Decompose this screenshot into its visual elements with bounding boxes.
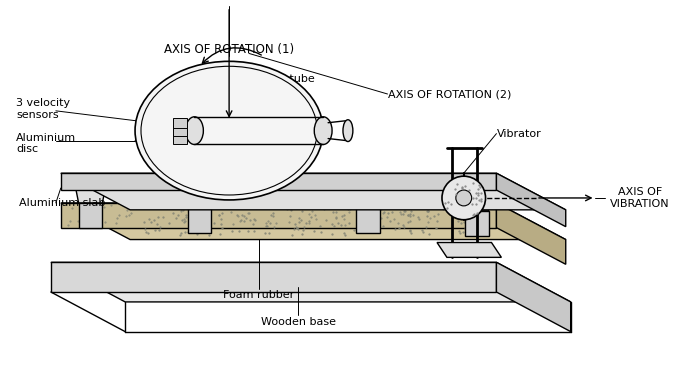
Polygon shape: [497, 203, 566, 264]
Polygon shape: [79, 203, 102, 228]
Ellipse shape: [314, 117, 332, 144]
Polygon shape: [61, 173, 497, 190]
Ellipse shape: [343, 120, 353, 142]
Text: Perspex tube: Perspex tube: [242, 74, 315, 84]
Polygon shape: [462, 196, 491, 211]
Text: Foam rubber: Foam rubber: [223, 290, 295, 300]
Polygon shape: [61, 203, 497, 228]
Text: Aluminium
disc: Aluminium disc: [16, 133, 76, 154]
Polygon shape: [497, 262, 571, 332]
Text: AXIS OF ROTATION (1): AXIS OF ROTATION (1): [164, 43, 294, 56]
Text: 3 velocity
sensors: 3 velocity sensors: [16, 98, 71, 120]
Polygon shape: [188, 208, 211, 233]
Polygon shape: [353, 193, 382, 208]
Polygon shape: [51, 262, 571, 302]
Circle shape: [456, 190, 472, 206]
Polygon shape: [437, 242, 501, 257]
Polygon shape: [464, 211, 488, 236]
Text: AXIS OF
VIBRATION: AXIS OF VIBRATION: [610, 187, 670, 209]
Text: Aluminium slab: Aluminium slab: [19, 198, 105, 208]
Bar: [173, 118, 186, 128]
Text: AXIS OF ROTATION (2): AXIS OF ROTATION (2): [388, 89, 511, 99]
Text: Wooden base: Wooden base: [261, 317, 336, 327]
Text: Vibrator: Vibrator: [497, 128, 541, 139]
Bar: [173, 126, 186, 135]
Ellipse shape: [135, 61, 323, 200]
Polygon shape: [75, 188, 105, 203]
Polygon shape: [497, 173, 566, 227]
Circle shape: [442, 176, 486, 220]
Polygon shape: [51, 262, 497, 292]
Polygon shape: [61, 173, 566, 210]
Polygon shape: [61, 203, 566, 239]
Polygon shape: [356, 208, 379, 233]
Bar: [173, 133, 186, 144]
Polygon shape: [184, 193, 214, 208]
Ellipse shape: [186, 117, 203, 144]
